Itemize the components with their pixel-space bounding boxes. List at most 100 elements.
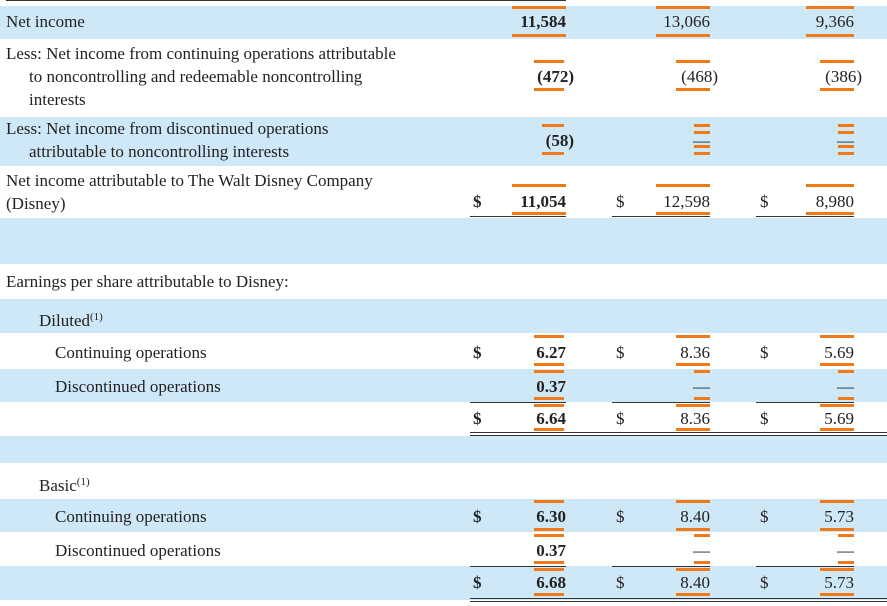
currency-symbol: $ <box>760 507 769 526</box>
marker <box>806 184 854 187</box>
row-bg-net-income <box>0 6 887 39</box>
marker <box>534 404 564 407</box>
marker <box>676 428 710 431</box>
marker <box>820 593 854 596</box>
marker <box>676 404 710 407</box>
marker <box>534 363 564 366</box>
marker <box>656 184 710 187</box>
marker <box>820 428 854 431</box>
basic-disc-2020: — <box>693 541 710 560</box>
basic-total-2021: 6.68 <box>536 573 566 592</box>
marker <box>820 363 854 366</box>
row-bg-less-disc <box>0 117 887 166</box>
subtotal-rule <box>756 402 854 403</box>
marker <box>676 60 710 63</box>
currency-symbol: $ <box>616 192 625 211</box>
footnote-ref: (1) <box>76 476 90 488</box>
marker <box>534 397 564 400</box>
diluted-cont-label: Continuing operations <box>55 343 207 362</box>
attrib-2019: 8,980 <box>815 192 854 211</box>
net-income-2021: 11,584 <box>520 12 566 31</box>
double-rule <box>470 432 887 433</box>
double-rule <box>612 216 710 217</box>
marker <box>838 370 854 373</box>
diluted-disc-2021: 0.37 <box>536 377 566 396</box>
less-disc-2021: (58) <box>545 131 574 150</box>
marker <box>534 528 564 531</box>
row-bg-basic-total <box>0 566 887 600</box>
less-disc-label-1: Less: Net income from discontinued opera… <box>6 119 329 138</box>
diluted-disc-2019: — <box>837 377 854 396</box>
marker <box>676 500 710 503</box>
row-bg-diluted <box>0 299 887 333</box>
marker <box>694 124 710 127</box>
currency-symbol: $ <box>473 343 482 362</box>
marker <box>820 404 854 407</box>
currency-symbol: $ <box>473 192 482 211</box>
double-rule <box>470 216 566 217</box>
marker <box>694 145 710 148</box>
basic-disc-label: Discontinued operations <box>55 541 221 560</box>
footnote-ref: (1) <box>90 311 103 323</box>
marker <box>656 6 710 9</box>
currency-symbol: $ <box>473 409 482 428</box>
marker <box>534 60 564 63</box>
net-income-2020: 13,066 <box>663 12 710 31</box>
marker <box>676 528 710 531</box>
marker <box>534 561 564 564</box>
marker <box>838 397 854 400</box>
marker <box>676 593 710 596</box>
row-bg-spacer-2 <box>0 436 887 463</box>
marker <box>534 335 564 338</box>
subtotal-rule <box>470 402 566 403</box>
currency-symbol: $ <box>616 409 625 428</box>
marker <box>838 131 854 134</box>
marker <box>534 88 564 91</box>
basic-total-2020: 8.40 <box>680 573 710 592</box>
marker <box>534 370 564 373</box>
currency-symbol: $ <box>760 192 769 211</box>
less-disc-2019: — <box>837 131 854 150</box>
less-disc-label-2: attributable to noncontrolling interests <box>29 142 290 161</box>
double-rule <box>470 601 887 602</box>
attrib-label-1: Net income attributable to The Walt Disn… <box>6 171 373 190</box>
less-cont-2021: (472) <box>537 67 574 86</box>
currency-symbol: $ <box>473 507 482 526</box>
marker <box>694 131 710 134</box>
marker <box>656 212 710 215</box>
basic-disc-2021: 0.37 <box>536 541 566 560</box>
marker <box>838 534 854 537</box>
currency-symbol: $ <box>760 409 769 428</box>
double-rule <box>470 435 887 436</box>
basic-total-2019: 5.73 <box>824 573 854 592</box>
marker <box>542 124 564 127</box>
less-cont-2019: (386) <box>825 67 862 86</box>
double-rule <box>756 216 854 217</box>
marker <box>694 534 710 537</box>
currency-symbol: $ <box>760 343 769 362</box>
marker <box>512 34 566 37</box>
net-income-label: Net income <box>6 12 85 31</box>
marker <box>806 34 854 37</box>
top-edge-rule <box>6 0 566 1</box>
marker <box>820 528 854 531</box>
basic-cont-2020: 8.40 <box>680 507 710 526</box>
subtotal-rule <box>756 566 854 567</box>
diluted-total-2019: 5.69 <box>824 409 854 428</box>
basic-text: Basic <box>39 476 77 495</box>
marker <box>676 335 710 338</box>
less-cont-label-2: to noncontrolling and redeemable noncont… <box>29 67 363 86</box>
currency-symbol: $ <box>760 573 769 592</box>
row-bg-diluted-disc <box>0 369 887 402</box>
marker <box>542 152 564 155</box>
attrib-2021: 11,054 <box>520 192 566 211</box>
row-bg-basic-cont <box>0 499 887 532</box>
subtotal-rule <box>612 402 710 403</box>
marker <box>694 152 710 155</box>
marker <box>806 6 854 9</box>
diluted-text: Diluted <box>39 311 90 330</box>
diluted-cont-2021: 6.27 <box>536 343 566 362</box>
marker <box>806 212 854 215</box>
less-cont-label-1: Less: Net income from continuing operati… <box>6 44 396 63</box>
basic-label: Basic(1) <box>39 471 90 497</box>
